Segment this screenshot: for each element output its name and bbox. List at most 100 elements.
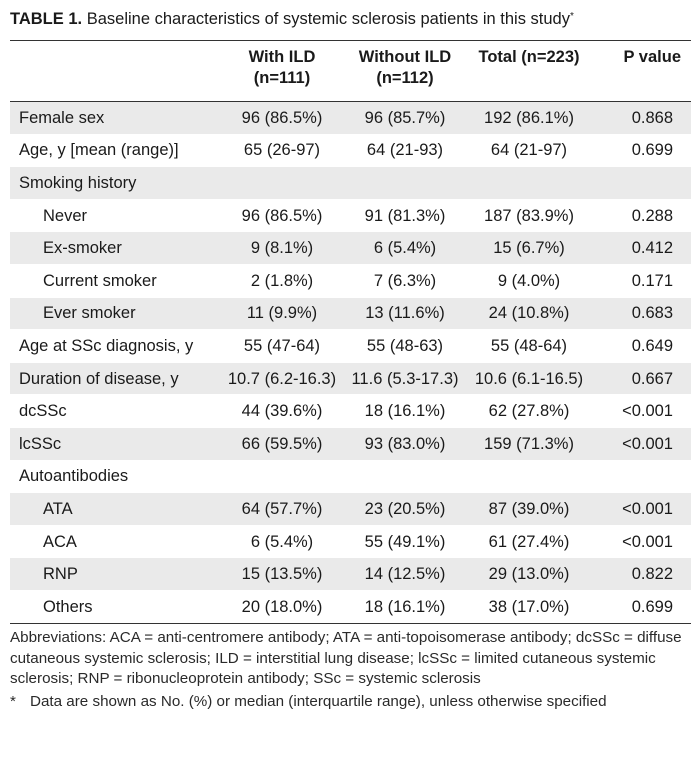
cell-p-value: 0.868 [593,101,691,135]
cell-with-ild: 9 (8.1%) [219,231,345,265]
cell-without-ild: 18 (16.1%) [345,590,465,624]
table-row: ACA 6 (5.4%) 55 (49.1%) 61 (27.4%) <0.001 [10,525,691,559]
row-label: RNP [10,557,219,591]
footnote: * Data are shown as No. (%) or median (i… [10,692,690,713]
table-row: dcSSc 44 (39.6%) 18 (16.1%) 62 (27.8%) <0.00… [10,394,691,428]
cell-without-ild [345,460,465,494]
cell-with-ild: 96 (86.5%) [219,101,345,135]
row-label: Age, y [mean (range)] [10,134,219,168]
row-label: Ever smoker [10,297,219,331]
table-body: Female sex 96 (86.5%) 96 (85.7%) 192 (86.1%… [10,101,691,624]
cell-total: 64 (21-97) [465,134,593,168]
cell-p-value: 0.822 [593,557,691,591]
cell-p-value: 0.288 [593,199,691,233]
table-row: lcSSc 66 (59.5%) 93 (83.0%) 159 (71.3%) <0.0… [10,427,691,461]
row-label: Female sex [10,101,219,135]
cell-without-ild: 23 (20.5%) [345,492,465,526]
table-row: Others 20 (18.0%) 18 (16.1%) 38 (17.0%) 0.69… [10,590,691,624]
table-row: Female sex 96 (86.5%) 96 (85.7%) 192 (86.1%… [10,101,691,135]
row-label: Smoking history [10,166,219,200]
header-label [10,41,219,102]
cell-total: 192 (86.1%) [465,101,593,135]
cell-total: 187 (83.9%) [465,199,593,233]
cell-total: 29 (13.0%) [465,557,593,591]
top-rule [10,40,691,41]
footnote-marker: * [10,692,16,710]
cell-without-ild: 93 (83.0%) [345,427,465,461]
table-row: Age at SSc diagnosis, y 55 (47-64) 55 (48-… [10,329,691,363]
cell-p-value: 0.667 [593,362,691,396]
cell-with-ild: 20 (18.0%) [219,590,345,624]
row-label: Autoantibodies [10,460,219,494]
cell-without-ild: 55 (49.1%) [345,525,465,559]
table-row: ATA 64 (57.7%) 23 (20.5%) 87 (39.0%) <0.001 [10,492,691,526]
cell-without-ild: 7 (6.3%) [345,264,465,298]
cell-without-ild: 13 (11.6%) [345,297,465,331]
table-title: TABLE 1. Baseline characteristics of sys… [10,8,690,30]
cell-p-value [593,460,691,494]
cell-p-value: 0.683 [593,297,691,331]
cell-without-ild: 96 (85.7%) [345,101,465,135]
row-label: Age at SSc diagnosis, y [10,329,219,363]
cell-total: 62 (27.8%) [465,394,593,428]
table-caption: Baseline characteristics of systemic scl… [86,10,570,28]
cell-total: 9 (4.0%) [465,264,593,298]
row-label: ATA [10,492,219,526]
table-row: Current smoker 2 (1.8%) 7 (6.3%) 9 (4.0%) 0.… [10,264,691,298]
cell-p-value: <0.001 [593,492,691,526]
cell-p-value: 0.171 [593,264,691,298]
cell-without-ild: 11.6 (5.3-17.3) [345,362,465,396]
row-label: Duration of disease, y [10,362,219,396]
cell-with-ild: 10.7 (6.2-16.3) [219,362,345,396]
cell-with-ild: 11 (9.9%) [219,297,345,331]
header-with-ild: With ILD (n=111) [219,41,345,102]
cell-p-value: 0.699 [593,134,691,168]
header-p-value: P value [593,41,691,102]
cell-with-ild: 65 (26-97) [219,134,345,168]
cell-with-ild: 2 (1.8%) [219,264,345,298]
cell-with-ild: 66 (59.5%) [219,427,345,461]
cell-with-ild: 64 (57.7%) [219,492,345,526]
title-footnote-marker: * [570,11,574,22]
cell-total: 61 (27.4%) [465,525,593,559]
cell-with-ild [219,166,345,200]
row-label: lcSSc [10,427,219,461]
header-without-ild: Without ILD (n=112) [345,41,465,102]
cell-without-ild: 18 (16.1%) [345,394,465,428]
cell-p-value: 0.649 [593,329,691,363]
cell-p-value: <0.001 [593,525,691,559]
cell-p-value: <0.001 [593,427,691,461]
header-total: Total (n=223) [465,41,593,102]
row-label: Current smoker [10,264,219,298]
cell-p-value: <0.001 [593,394,691,428]
cell-total: 10.6 (6.1-16.5) [465,362,593,396]
cell-without-ild [345,166,465,200]
table-row: Autoantibodies [10,460,691,494]
table-row: Never 96 (86.5%) 91 (81.3%) 187 (83.9%) 0.28… [10,199,691,233]
cell-with-ild: 15 (13.5%) [219,557,345,591]
cell-total [465,166,593,200]
table-row: RNP 15 (13.5%) 14 (12.5%) 29 (13.0%) 0.822 [10,557,691,591]
cell-p-value: 0.412 [593,231,691,265]
row-label: Ex-smoker [10,231,219,265]
table-row: Ever smoker 11 (9.9%) 13 (11.6%) 24 (10.8%)… [10,297,691,331]
cell-with-ild: 6 (5.4%) [219,525,345,559]
table-notes: Abbreviations: ACA = anti-centromere ant… [10,628,690,712]
cell-total: 159 (71.3%) [465,427,593,461]
row-label: ACA [10,525,219,559]
table-row: Age, y [mean (range)] 65 (26-97) 64 (21-93… [10,134,691,168]
cell-without-ild: 64 (21-93) [345,134,465,168]
cell-total [465,460,593,494]
cell-total: 24 (10.8%) [465,297,593,331]
cell-without-ild: 55 (48-63) [345,329,465,363]
abbreviations-note: Abbreviations: ACA = anti-centromere ant… [10,629,682,687]
cell-without-ild: 6 (5.4%) [345,231,465,265]
footnote-text: Data are shown as No. (%) or median (int… [30,692,607,710]
cell-total: 15 (6.7%) [465,231,593,265]
cell-p-value [593,166,691,200]
cell-without-ild: 91 (81.3%) [345,199,465,233]
cell-p-value: 0.699 [593,590,691,624]
cell-with-ild: 55 (47-64) [219,329,345,363]
row-label: Others [10,590,219,624]
